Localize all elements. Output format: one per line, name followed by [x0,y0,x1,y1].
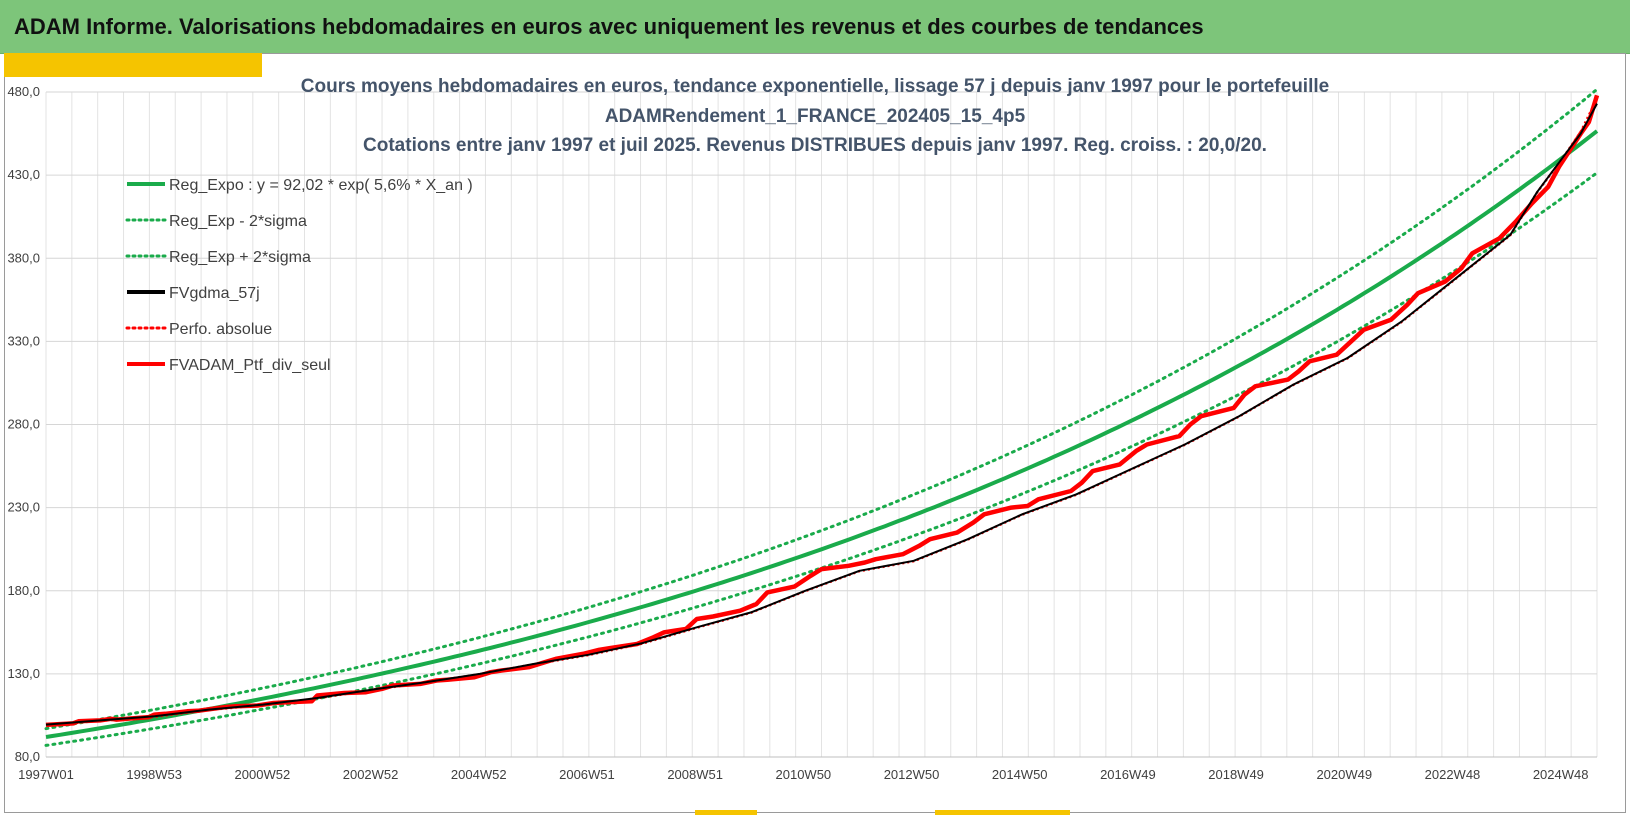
x-tick-label: 2002W52 [343,767,399,782]
y-tick-label: 230,0 [7,500,40,515]
legend: Reg_Expo : y = 92,02 * exp( 5,6% * X_an … [125,177,473,374]
legend-label: Reg_Exp + 2*sigma [169,249,311,266]
y-tick-label: 380,0 [7,250,40,265]
x-tick-label: 2012W50 [884,767,940,782]
page-title: ADAM Informe. Valorisations hebdomadaire… [14,14,1204,39]
series-fvgdma-57j [45,103,1598,726]
chart-title-line-1: Cours moyens hebdomadaires en euros, ten… [301,76,1329,97]
y-tick-label: 430,0 [7,167,40,182]
x-tick-label: 2008W51 [667,767,723,782]
accent-mark [935,810,1070,815]
legend-label: FVgdma_57j [169,285,260,302]
x-tick-label: 2022W48 [1425,767,1481,782]
x-tick-label: 2010W50 [776,767,832,782]
x-tick-label: 2004W52 [451,767,507,782]
y-tick-label: 130,0 [7,666,40,681]
legend-label: Reg_Expo : y = 92,02 * exp( 5,6% * X_an … [169,177,473,194]
x-tick-label: 1998W53 [126,767,182,782]
y-tick-label: 80,0 [15,749,40,764]
chart-title: Cours moyens hebdomadaires en euros, ten… [301,76,1329,156]
x-tick-label: 2000W52 [235,767,291,782]
x-tick-label: 1997W01 [18,767,74,782]
accent-bar [4,53,262,77]
x-tick-label: 2014W50 [992,767,1048,782]
x-axis-ticks: 1997W01 1998W53 2000W52 2002W52 2004W52 2006W… [18,767,1588,782]
x-tick-label: 2016W49 [1100,767,1156,782]
chart-title-line-3: Cotations entre janv 1997 et juil 2025. … [363,135,1267,156]
x-tick-label: 2006W51 [559,767,615,782]
chart-title-line-2: ADAMRendement_1_FRANCE_202405_15_4p5 [605,106,1026,127]
series-reg-exp-plus-2sigma [44,87,1599,731]
legend-label: FVADAM_Ptf_div_seul [169,357,331,374]
y-tick-label: 330,0 [7,333,40,348]
series-fvadam-ptf-div-seul [45,94,1600,728]
accent-mark [695,810,757,815]
x-tick-label: 2024W48 [1533,767,1589,782]
y-tick-label: 180,0 [7,583,40,598]
header-bar: ADAM Informe. Valorisations hebdomadaire… [0,0,1630,54]
y-axis-ticks: 80,0 130,0 180,0 230,0 280,0 330,0 380,0 430,0 4… [7,84,40,764]
plot-series [44,87,1600,747]
legend-label: Perfo. absolue [169,321,272,338]
legend-label: Reg_Exp - 2*sigma [169,213,307,230]
series-reg-expo [45,129,1599,739]
y-tick-label: 480,0 [7,84,40,99]
x-tick-label: 2018W49 [1208,767,1264,782]
y-tick-label: 280,0 [7,417,40,432]
x-tick-label: 2020W49 [1316,767,1372,782]
grid [45,91,1598,758]
